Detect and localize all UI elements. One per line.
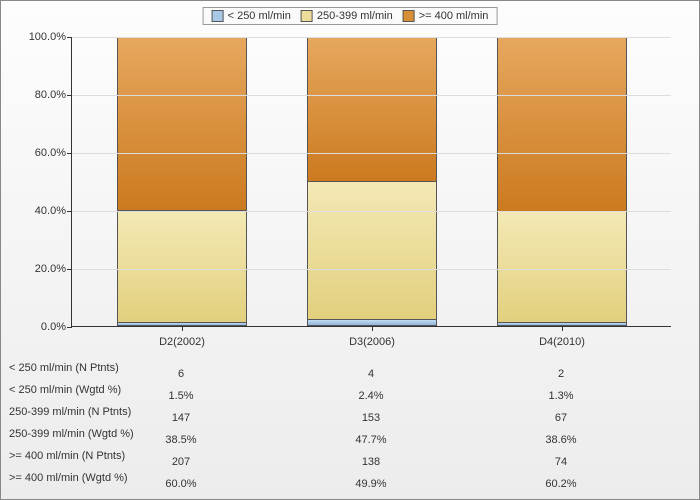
y-axis-label: 20.0% [35,263,72,275]
x-tick [562,326,563,331]
table-cell: 38.6% [496,434,626,446]
table-cell: 60.0% [116,478,246,490]
bar-segment [497,211,627,322]
table-row: < 250 ml/min (Wgtd %)1.5% 2.4% 1.3% [1,379,699,401]
table-cell: 60.2% [496,478,626,490]
gridline [72,211,671,212]
table-cell: 153 [306,412,436,424]
table-row: 250-399 ml/min (Wgtd %)38.5% 47.7% 38.6% [1,423,699,445]
row-label: < 250 ml/min (Wgtd %) [1,384,131,396]
legend-swatch-0 [212,10,224,22]
table-cell: 4 [306,368,436,380]
table-row: >= 400 ml/min (N Ptnts)207 138 74 [1,445,699,467]
chart-container: < 250 ml/min 250-399 ml/min >= 400 ml/min … [0,0,700,500]
bar-segment [307,37,437,181]
table-row: < 250 ml/min (N Ptnts)6 4 2 [1,357,699,379]
table-cell: 207 [116,456,246,468]
bar-segment [307,319,437,326]
legend-swatch-1 [301,10,313,22]
table-cell: 1.5% [116,390,246,402]
table-cell: 47.7% [306,434,436,446]
table-row: >= 400 ml/min (Wgtd %)60.0% 49.9% 60.2% [1,467,699,489]
bar-D4(2010): D4(2010) [497,37,627,326]
table-cell: 1.3% [496,390,626,402]
plot-area: D2(2002)D3(2006)D4(2010) 0.0%20.0%40.0%6… [71,37,671,327]
legend-item-0: < 250 ml/min [212,10,291,22]
table-cell: 147 [116,412,246,424]
y-axis-label: 0.0% [41,321,72,333]
legend-label-1: 250-399 ml/min [317,10,393,22]
bar-segment [307,181,437,319]
bar-segment [497,37,627,211]
x-tick [182,326,183,331]
legend-item-1: 250-399 ml/min [301,10,393,22]
y-axis-label: 60.0% [35,147,72,159]
bar-segment [117,210,247,321]
gridline [72,153,671,154]
bars-layer: D2(2002) D3(2006) D4(2010) [72,37,671,326]
row-label: < 250 ml/min (N Ptnts) [1,362,131,374]
bar-D2(2002): D2(2002) [117,37,247,326]
row-label: >= 400 ml/min (N Ptnts) [1,450,131,462]
table-cell: 2 [496,368,626,380]
legend-label-0: < 250 ml/min [228,10,291,22]
row-label: >= 400 ml/min (Wgtd %) [1,472,131,484]
table-cell: 38.5% [116,434,246,446]
legend-label-2: >= 400 ml/min [419,10,489,22]
table-cell: 2.4% [306,390,436,402]
bar-segment [117,37,247,210]
table-cell: 6 [116,368,246,380]
table-cell: 138 [306,456,436,468]
legend-swatch-2 [403,10,415,22]
data-table: < 250 ml/min (N Ptnts)642< 250 ml/min (W… [1,357,699,489]
table-cell: 49.9% [306,478,436,490]
gridline [72,95,671,96]
legend-item-2: >= 400 ml/min [403,10,489,22]
table-cell: 67 [496,412,626,424]
y-axis-label: 100.0% [29,31,72,43]
y-axis-label: 40.0% [35,205,72,217]
table-row: 250-399 ml/min (N Ptnts)147 153 67 [1,401,699,423]
y-axis-label: 80.0% [35,89,72,101]
legend: < 250 ml/min 250-399 ml/min >= 400 ml/min [203,7,498,25]
row-label: 250-399 ml/min (N Ptnts) [1,406,131,418]
bar-D3(2006): D3(2006) [307,37,437,326]
gridline [72,37,671,38]
x-tick [372,326,373,331]
gridline [72,269,671,270]
table-cell: 74 [496,456,626,468]
row-label: 250-399 ml/min (Wgtd %) [1,428,131,440]
